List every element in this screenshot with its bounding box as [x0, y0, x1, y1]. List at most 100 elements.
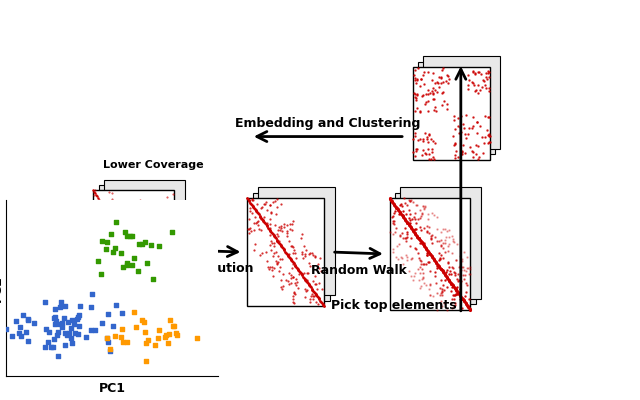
Point: [106, 231, 116, 237]
Point: [110, 245, 120, 251]
Bar: [253, 193, 330, 300]
Point: [129, 309, 140, 315]
Point: [102, 339, 113, 345]
Point: [57, 324, 67, 330]
Point: [56, 299, 67, 305]
Point: [49, 336, 59, 342]
Point: [169, 322, 179, 329]
Point: [60, 330, 70, 336]
Point: [49, 315, 60, 322]
Point: [60, 303, 70, 309]
Point: [55, 304, 65, 310]
Bar: [413, 67, 490, 160]
Point: [118, 264, 129, 270]
Point: [1, 326, 12, 332]
Point: [141, 340, 152, 347]
Text: Lower Coverage: Lower Coverage: [103, 160, 204, 170]
Point: [108, 323, 118, 329]
Point: [20, 328, 31, 335]
Point: [134, 240, 145, 247]
Point: [65, 325, 76, 332]
Point: [15, 324, 25, 330]
Point: [117, 326, 127, 332]
Point: [63, 330, 74, 336]
Point: [115, 334, 125, 340]
Point: [97, 238, 107, 244]
Point: [153, 335, 163, 341]
Point: [58, 315, 68, 322]
Point: [111, 302, 122, 308]
Point: [53, 352, 63, 359]
Point: [66, 335, 76, 342]
Point: [90, 326, 100, 333]
Point: [57, 320, 67, 326]
Point: [139, 319, 149, 326]
Point: [131, 324, 141, 330]
Bar: [93, 190, 174, 310]
Point: [140, 328, 150, 335]
Point: [67, 340, 77, 346]
Point: [102, 239, 112, 246]
Point: [125, 233, 135, 239]
Point: [51, 318, 61, 324]
Point: [11, 318, 21, 324]
Point: [171, 330, 181, 336]
Point: [122, 339, 132, 346]
Point: [72, 314, 83, 321]
Point: [40, 343, 50, 350]
Point: [116, 250, 126, 256]
Point: [117, 309, 127, 316]
Point: [137, 317, 147, 323]
Text: Convolution: Convolution: [171, 262, 254, 275]
Bar: [401, 187, 481, 299]
Point: [69, 321, 79, 327]
Point: [86, 326, 97, 333]
Point: [166, 229, 177, 235]
Point: [44, 329, 54, 335]
Point: [62, 332, 72, 338]
Point: [103, 311, 113, 317]
Point: [168, 323, 178, 329]
Point: [192, 335, 202, 342]
Y-axis label: PC2: PC2: [0, 274, 4, 302]
Bar: [395, 193, 476, 304]
Point: [87, 291, 97, 297]
Point: [122, 260, 132, 266]
Bar: [418, 62, 495, 154]
X-axis label: PC1: PC1: [99, 382, 125, 394]
Point: [172, 332, 182, 338]
Point: [163, 340, 173, 346]
Point: [16, 332, 26, 339]
Bar: [424, 56, 500, 149]
Point: [81, 334, 92, 340]
Point: [150, 342, 161, 349]
Point: [86, 304, 96, 310]
Point: [43, 338, 53, 345]
Point: [161, 332, 171, 338]
Point: [142, 260, 152, 266]
Text: Higher Coverage: Higher Coverage: [92, 314, 196, 324]
Point: [93, 258, 104, 264]
Point: [29, 320, 39, 326]
Point: [118, 339, 128, 346]
Point: [13, 330, 24, 336]
Point: [72, 316, 83, 322]
Point: [95, 270, 106, 277]
Point: [136, 241, 147, 248]
Point: [47, 344, 58, 350]
Point: [120, 229, 131, 236]
Point: [17, 312, 28, 318]
Point: [7, 333, 17, 339]
Point: [102, 335, 113, 342]
Point: [23, 338, 33, 345]
Point: [40, 326, 51, 333]
Point: [164, 316, 175, 323]
Point: [40, 299, 51, 306]
Bar: [104, 180, 185, 299]
Point: [22, 316, 33, 322]
Point: [108, 249, 118, 255]
Point: [70, 330, 80, 336]
Point: [122, 233, 132, 240]
Text: Pick top elements: Pick top elements: [332, 299, 457, 312]
Point: [164, 331, 175, 337]
